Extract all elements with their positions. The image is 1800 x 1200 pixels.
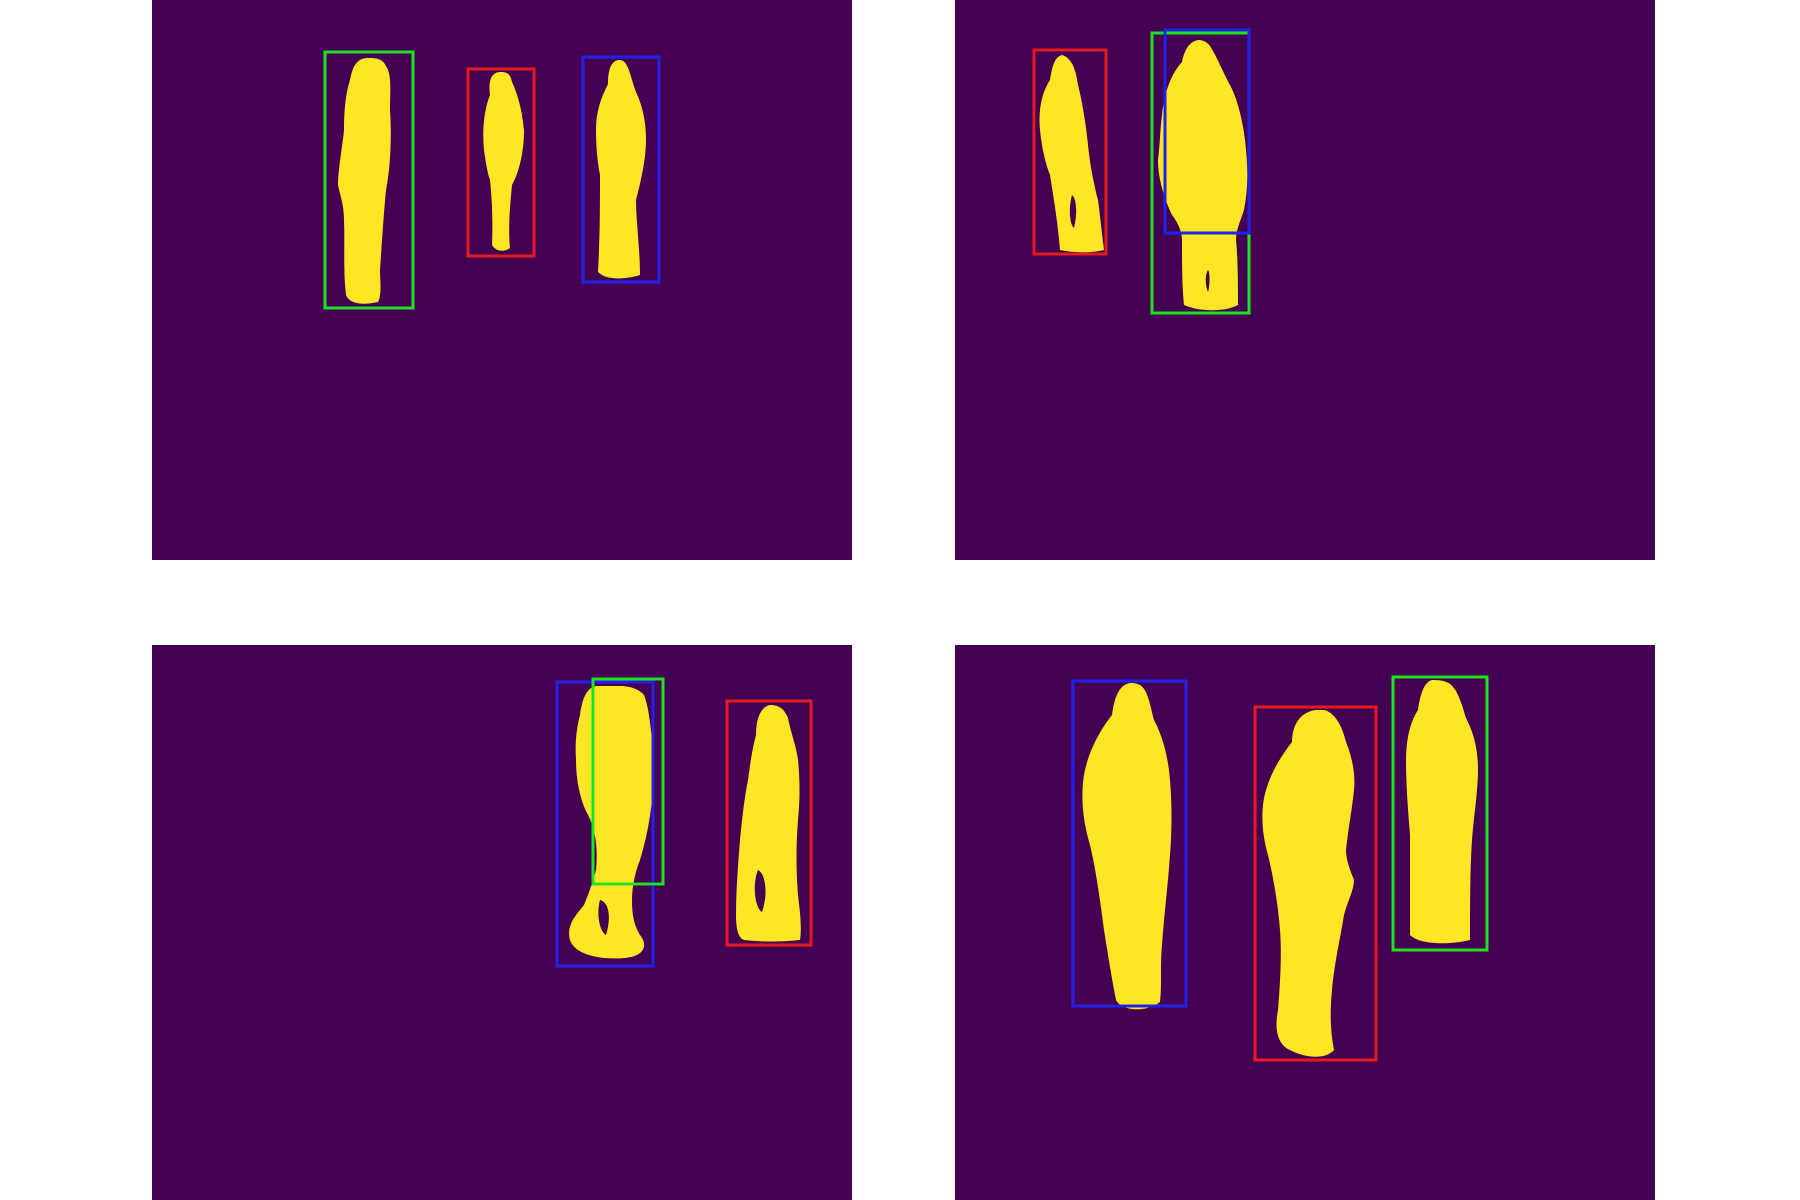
panel-top-right — [955, 0, 1655, 560]
person-mask — [338, 58, 391, 304]
person-mask — [1039, 55, 1104, 253]
bounding-box-blue — [555, 680, 655, 968]
person-mask — [569, 686, 654, 959]
bounding-box-blue — [581, 55, 661, 284]
bounding-box-red — [1032, 48, 1108, 256]
panel-top-left — [152, 0, 852, 560]
bounding-box-red — [1253, 705, 1378, 1062]
person-mask — [1082, 683, 1172, 1010]
mask-background — [152, 645, 852, 1200]
panel-bottom-left — [152, 645, 852, 1200]
bounding-box-red — [466, 67, 536, 258]
person-mask — [596, 60, 646, 279]
panel-bottom-right — [955, 645, 1655, 1200]
person-mask — [1262, 710, 1355, 1057]
bounding-box-green — [591, 677, 665, 886]
person-mask — [483, 72, 524, 251]
bounding-box-blue — [1071, 679, 1188, 1008]
person-mask — [1158, 40, 1248, 311]
bounding-box-red — [725, 699, 813, 947]
person-mask — [736, 705, 801, 942]
bounding-box-green — [1391, 675, 1489, 952]
bounding-box-blue — [1163, 28, 1251, 235]
bounding-box-green — [323, 50, 415, 310]
person-mask — [1406, 680, 1478, 944]
